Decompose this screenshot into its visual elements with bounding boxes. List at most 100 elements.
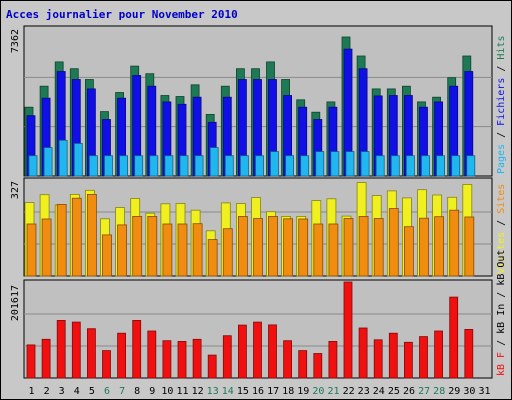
bar-kb-f-day-2 xyxy=(41,338,51,379)
legend-item-sites: Sites xyxy=(496,184,507,214)
day-label-21: 21 xyxy=(327,386,339,397)
day-label-25: 25 xyxy=(388,386,400,397)
bar-sites-day-19 xyxy=(298,218,309,277)
day-label-9: 9 xyxy=(149,386,155,397)
day-label-10: 10 xyxy=(161,386,173,397)
bar-kb-f-day-10 xyxy=(162,340,172,379)
day-label-7: 7 xyxy=(119,386,125,397)
bar-kb-f-day-20 xyxy=(313,353,323,379)
bar-kb-f-day-17 xyxy=(268,324,277,379)
bar-kb-f-day-15 xyxy=(237,324,247,379)
legend-item-kb-out: kB Out xyxy=(496,250,507,286)
day-label-11: 11 xyxy=(176,386,188,397)
bar-kb-f-day-11 xyxy=(177,340,187,379)
day-label-8: 8 xyxy=(134,386,140,397)
bar-kb-f-day-16 xyxy=(253,321,262,379)
bar-sites-day-16 xyxy=(253,218,263,277)
bar-sites-day-27 xyxy=(419,217,429,277)
bar-pages-day-9 xyxy=(149,155,159,177)
day-label-23: 23 xyxy=(358,386,370,397)
legend-item-pages: Pages xyxy=(496,144,507,174)
bar-pages-day-24 xyxy=(375,155,385,177)
series-sites xyxy=(26,193,475,277)
day-label-5: 5 xyxy=(89,386,95,397)
bar-kb-f-day-21 xyxy=(328,340,338,379)
day-label-27: 27 xyxy=(418,386,430,397)
bar-pages-day-11 xyxy=(179,155,189,177)
bar-pages-day-29 xyxy=(451,155,461,177)
bar-pages-day-5 xyxy=(89,155,98,177)
legend-bottom: kB F / kB In / kB Out xyxy=(496,250,507,376)
bar-pages-day-1 xyxy=(28,155,38,177)
legend-top: Pages / Fichiers / Hits xyxy=(496,36,507,175)
legend-item-hits: Hits xyxy=(496,36,507,60)
bar-pages-day-4 xyxy=(73,143,83,177)
series-pages xyxy=(28,139,476,177)
bar-kb-f-day-30 xyxy=(464,328,474,379)
day-label-19: 19 xyxy=(297,386,309,397)
day-label-24: 24 xyxy=(373,386,385,397)
bar-kb-f-day-29 xyxy=(449,296,459,379)
day-label-22: 22 xyxy=(343,386,355,397)
bar-sites-day-18 xyxy=(283,218,294,277)
panel-top xyxy=(23,25,493,177)
bar-pages-day-8 xyxy=(134,155,144,177)
series-fichiers xyxy=(26,48,474,177)
bar-sites-day-9 xyxy=(147,215,158,277)
bar-sites-day-25 xyxy=(388,208,399,277)
bar-kb-f-day-5 xyxy=(87,328,96,379)
bottom-y-max-label: 201617 xyxy=(10,285,21,321)
bar-pages-day-15 xyxy=(239,155,249,177)
day-label-14: 14 xyxy=(222,386,234,397)
bar-pages-day-26 xyxy=(405,155,415,177)
legend-item-fichiers: Fichiers xyxy=(496,78,507,126)
bar-sites-day-26 xyxy=(403,226,414,277)
bar-kb-f-day-13 xyxy=(207,354,217,379)
day-label-28: 28 xyxy=(433,386,445,397)
bar-kb-f-day-4 xyxy=(71,321,81,379)
bar-sites-day-20 xyxy=(313,223,324,277)
bar-kb-f-day-18 xyxy=(283,340,293,379)
bar-sites-day-14 xyxy=(222,228,233,277)
bar-sites-day-6 xyxy=(102,234,112,277)
bar-sites-day-23 xyxy=(358,215,369,277)
bar-sites-day-2 xyxy=(41,218,52,277)
legend-item-visites: Visites xyxy=(496,232,507,274)
legend-separator: / xyxy=(496,334,507,352)
day-label-15: 15 xyxy=(237,386,249,397)
legend-middle: Visites / Sites xyxy=(496,184,507,274)
bar-sites-day-12 xyxy=(192,223,203,277)
bar-pages-day-23 xyxy=(360,151,370,177)
bar-sites-day-17 xyxy=(268,215,278,277)
bar-sites-day-29 xyxy=(449,209,460,277)
bar-sites-day-22 xyxy=(343,218,354,277)
day-label-31: 31 xyxy=(478,386,490,397)
day-label-6: 6 xyxy=(104,386,110,397)
day-label-13: 13 xyxy=(207,386,219,397)
bar-pages-day-28 xyxy=(436,155,446,177)
bar-pages-day-20 xyxy=(315,151,325,177)
day-label-20: 20 xyxy=(312,386,324,397)
day-label-26: 26 xyxy=(403,386,415,397)
legend-item-kb-f: kB F xyxy=(496,352,507,376)
series-kb-f xyxy=(26,281,474,379)
bar-sites-day-5 xyxy=(87,193,97,277)
day-label-16: 16 xyxy=(252,386,264,397)
bar-kb-f-day-12 xyxy=(192,338,202,379)
legend-separator: / xyxy=(496,60,507,78)
bar-kb-f-day-6 xyxy=(102,350,111,379)
bar-sites-day-30 xyxy=(464,216,475,277)
legend-separator: / xyxy=(496,214,507,232)
bar-kb-f-day-3 xyxy=(56,319,66,379)
day-label-18: 18 xyxy=(282,386,294,397)
bar-sites-day-15 xyxy=(237,215,248,277)
bar-kb-f-day-26 xyxy=(403,341,413,379)
bar-kb-f-day-9 xyxy=(147,330,157,379)
bar-pages-day-6 xyxy=(104,155,113,177)
bar-kb-f-day-27 xyxy=(419,336,428,379)
bar-pages-day-12 xyxy=(194,155,204,177)
day-label-1: 1 xyxy=(28,386,34,397)
bar-pages-day-13 xyxy=(209,147,219,177)
panel-middle xyxy=(23,177,493,277)
